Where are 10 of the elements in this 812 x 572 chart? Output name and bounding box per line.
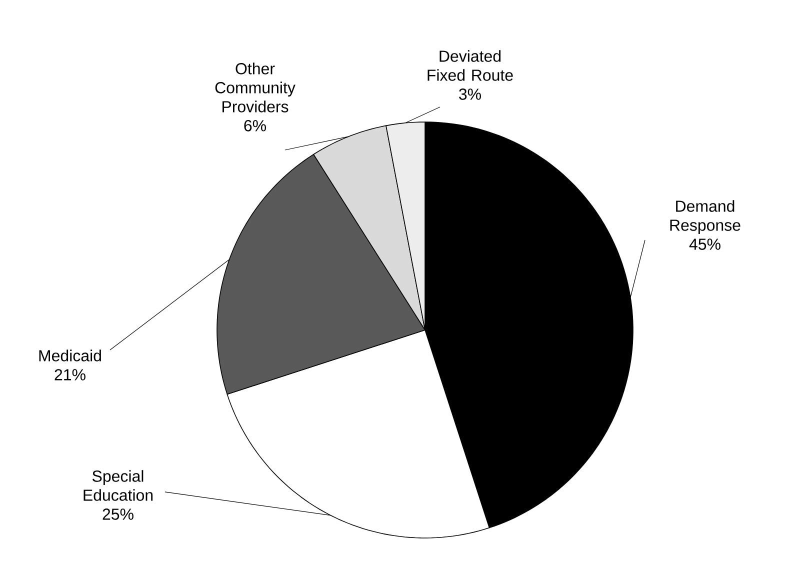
data-label: 6% <box>244 120 266 132</box>
slice-label: Special Education <box>84 470 153 501</box>
slice-label: Medicaid <box>39 350 101 362</box>
data-label: 21% <box>54 369 86 380</box>
slice-label: Deviated Fixed Route <box>428 50 513 81</box>
slice-label: Demand Response <box>670 200 740 234</box>
data-label: 3% <box>459 88 481 100</box>
data-label: 45% <box>689 238 720 250</box>
data-label: 25% <box>102 508 134 520</box>
slice-label: Other Community Providers <box>215 62 296 112</box>
